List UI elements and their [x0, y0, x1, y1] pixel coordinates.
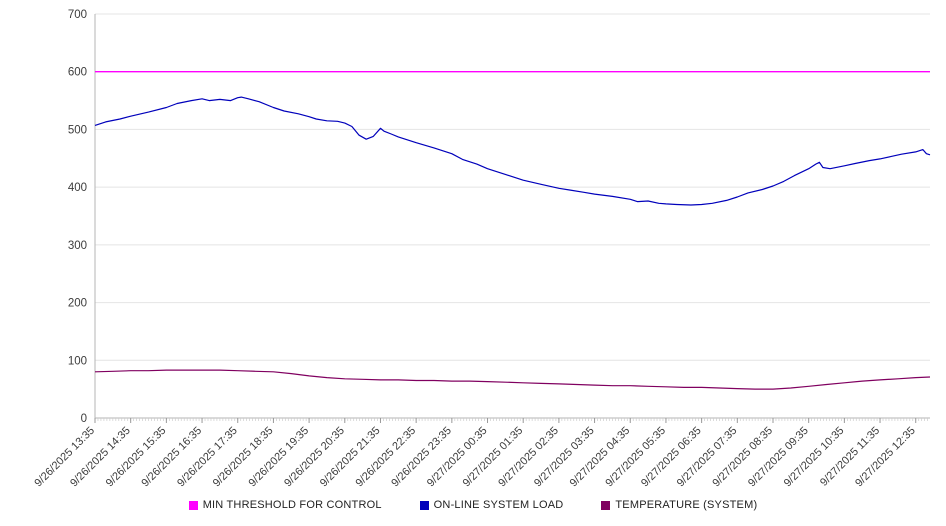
legend-label-temperature: TEMPERATURE (SYSTEM): [615, 499, 758, 511]
svg-text:400: 400: [68, 182, 87, 194]
svg-text:100: 100: [68, 355, 87, 367]
chart-legend: MIN THRESHOLD FOR CONTROL ON-LINE SYSTEM…: [0, 499, 946, 511]
svg-text:600: 600: [68, 67, 87, 79]
svg-text:0: 0: [81, 413, 87, 425]
svg-text:9/26/2025 13:35: 9/26/2025 13:35: [32, 425, 97, 490]
legend-label-min-threshold: MIN THRESHOLD FOR CONTROL: [202, 499, 382, 511]
svg-text:200: 200: [68, 298, 87, 310]
legend-item-system-load: ON-LINE SYSTEM LOAD: [419, 499, 564, 511]
svg-text:500: 500: [68, 124, 87, 136]
legend-swatch-min-threshold-icon: [188, 500, 198, 510]
legend-swatch-temperature-icon: [601, 500, 611, 510]
legend-swatch-system-load-icon: [419, 500, 429, 510]
svg-text:700: 700: [68, 9, 87, 21]
legend-item-temperature: TEMPERATURE (SYSTEM): [601, 499, 757, 511]
legend-item-min-threshold: MIN THRESHOLD FOR CONTROL: [188, 499, 382, 511]
legend-label-system-load: ON-LINE SYSTEM LOAD: [433, 499, 564, 511]
svg-text:300: 300: [68, 240, 87, 252]
